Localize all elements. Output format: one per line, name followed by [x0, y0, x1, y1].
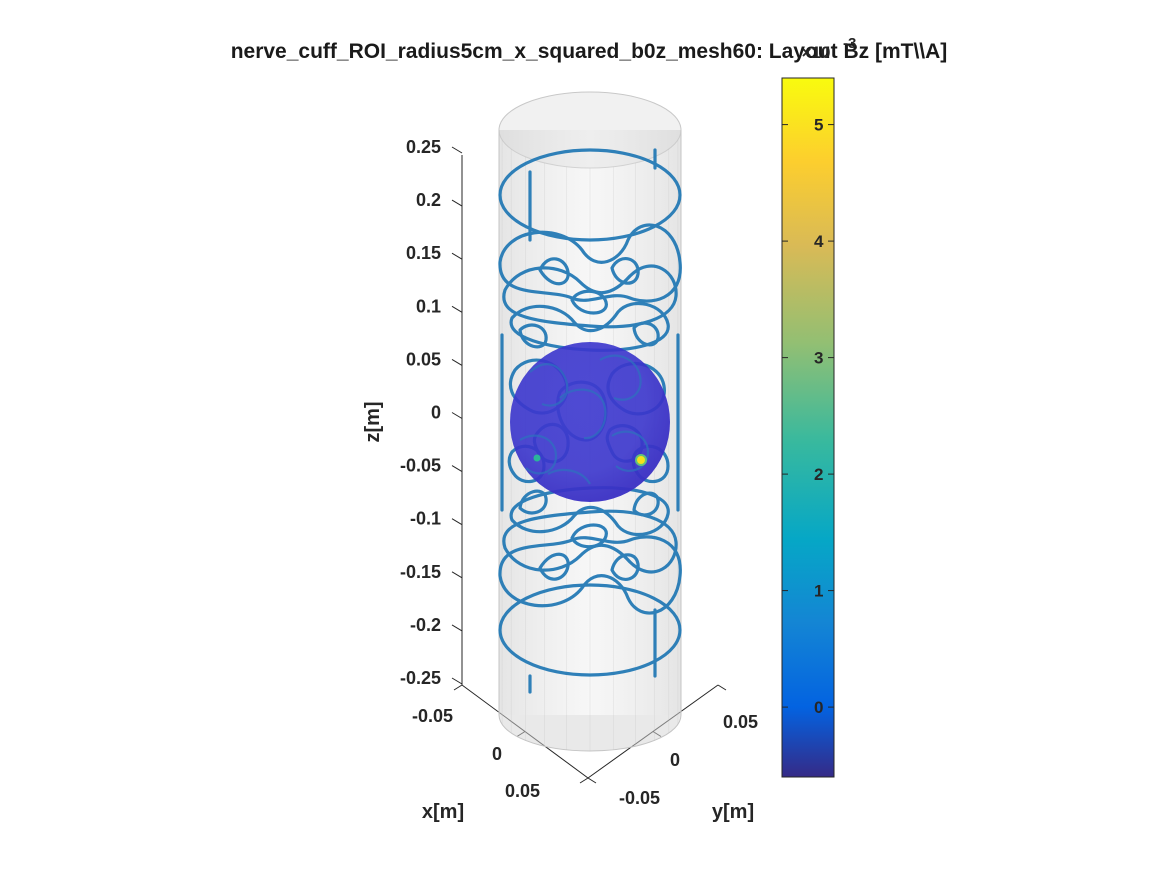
z-tick-label: -0.1 — [410, 509, 441, 529]
z-tick-label: 0.15 — [406, 243, 441, 263]
z-tick-label: -0.15 — [400, 562, 441, 582]
z-tick-mark — [451, 252, 463, 260]
y-tick-label: 0 — [670, 750, 680, 770]
z-tick-label: -0.2 — [410, 615, 441, 635]
z-tick-mark — [451, 412, 463, 419]
coil-wire-layout — [498, 148, 682, 694]
z-tick-label: 0.25 — [406, 137, 441, 157]
colorbar-tick-label: 3 — [814, 349, 823, 368]
colorbar-tick-label: 4 — [814, 232, 824, 251]
colorbar-tick-label: 5 — [814, 116, 823, 135]
y-tick-label: 0.05 — [723, 712, 758, 732]
z-tick-mark — [451, 571, 463, 579]
colorbar-tick-label: 2 — [814, 465, 823, 484]
z-tick-label: 0.1 — [416, 296, 441, 316]
colorbar-exponent-base: ×10 — [802, 43, 831, 62]
z-tick-label: 0 — [431, 403, 441, 423]
z-tick-mark — [451, 199, 463, 207]
x-axis-ticks: -0.05 00.05 — [412, 684, 589, 801]
x-tick-mark — [453, 684, 463, 691]
colorbar-ticks: 5 4 3 2 1 0 — [782, 116, 834, 717]
colorbar: 5 4 3 2 1 0 ×10 -3 — [781, 35, 856, 778]
z-tick-label: 0.2 — [416, 190, 441, 210]
bz-hotspot — [635, 454, 647, 466]
y-axis-label: y[m] — [712, 801, 754, 823]
z-axis-label: z[m] — [362, 401, 384, 442]
z-tick-mark — [451, 624, 463, 632]
z-tick-mark — [451, 518, 463, 526]
colorbar-gradient — [781, 77, 835, 778]
roi-sphere — [510, 342, 670, 502]
x-tick-label: -0.05 — [412, 706, 453, 726]
x-axis-label: x[m] — [422, 801, 464, 823]
colorbar-tick-label: 1 — [814, 582, 823, 601]
colorbar-exponent: -3 — [843, 35, 856, 52]
z-tick-label: 0.05 — [406, 349, 441, 369]
y-tick-mark — [587, 777, 597, 784]
z-axis-ticks: 0.25 0.2 0.15 0.1 0.05 0 -0.05 -0.1 -0.15 -0.2 -0.… — [400, 137, 463, 688]
z-tick-mark — [451, 305, 463, 313]
chart-title: nerve_cuff_ROI_radius5cm_x_squared_b0z_m… — [231, 40, 948, 63]
colorbar-tick-label: 0 — [814, 698, 823, 717]
z-tick-mark — [451, 358, 463, 366]
z-tick-mark — [451, 465, 463, 473]
z-tick-mark — [451, 677, 463, 685]
z-tick-mark — [451, 146, 463, 154]
x-tick-label: 0 — [492, 744, 502, 764]
z-tick-label: -0.05 — [400, 456, 441, 476]
z-tick-label: -0.25 — [400, 668, 441, 688]
x-tick-mark — [579, 777, 589, 784]
x-tick-label: 0.05 — [505, 781, 540, 801]
y-tick-label: -0.05 — [619, 788, 660, 808]
y-tick-mark — [717, 684, 727, 691]
